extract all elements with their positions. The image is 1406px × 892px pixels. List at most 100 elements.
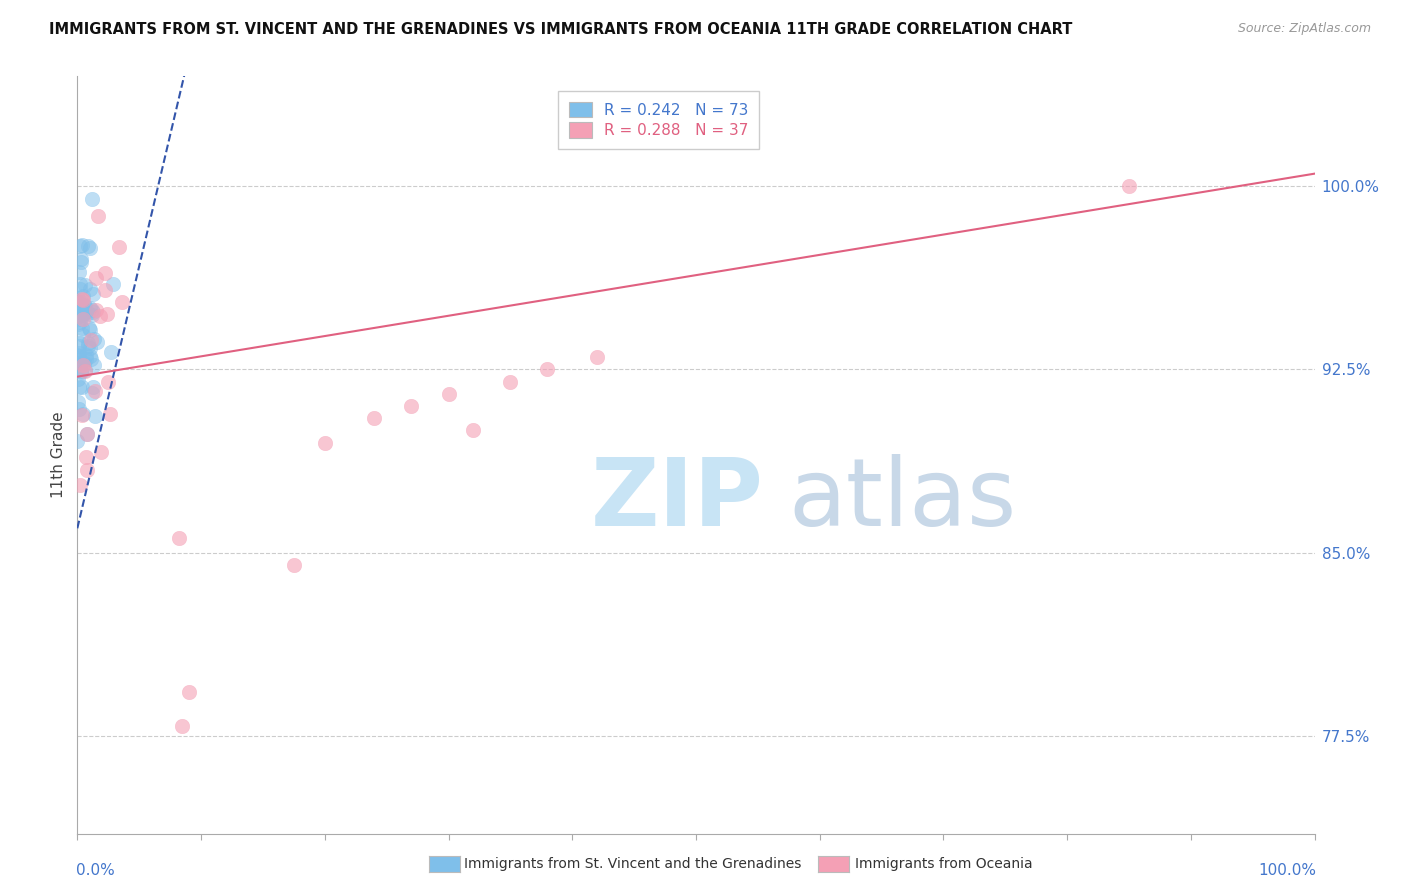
Point [101,277,124,292]
Point [75,450,97,465]
Point [66,291,89,305]
Point [69,282,91,296]
Point [94,266,117,280]
Point [108,240,131,254]
Point [586,350,609,364]
Point [84,270,107,285]
Point [70,255,93,269]
Point [72,407,94,421]
Point [86,334,108,349]
Point [73,364,96,378]
Point [75,299,97,313]
Point [76,427,98,442]
Point [70,380,93,394]
Point [98,408,121,422]
Text: 100.0%: 100.0% [1258,863,1316,879]
Point [79,301,101,315]
Point [70,364,93,378]
Point [75,363,97,377]
Point [73,355,96,369]
Point [67,265,90,279]
Point [67,346,90,360]
Point [167,531,190,545]
Point [70,409,93,423]
Point [82,286,104,301]
Text: ZIP: ZIP [591,454,763,547]
Point [69,359,91,373]
Text: Immigrants from St. Vincent and the Grenadines: Immigrants from St. Vincent and the Gren… [464,857,801,871]
Point [76,462,98,476]
Point [70,297,93,311]
Point [80,309,103,323]
Point [69,336,91,351]
Point [69,478,91,492]
Point [83,358,105,372]
Point [67,307,90,321]
Point [77,238,100,252]
Point [76,426,98,441]
Point [67,372,90,386]
Point [72,311,94,326]
Legend: R = 0.242   N = 73, R = 0.288   N = 37: R = 0.242 N = 73, R = 0.288 N = 37 [558,91,759,149]
Point [283,558,305,572]
Point [401,399,423,413]
Point [66,395,89,409]
Point [79,282,101,296]
Point [437,386,460,401]
Point [77,336,100,351]
Point [72,358,94,372]
Point [66,434,89,448]
Point [83,409,105,423]
Point [96,307,118,321]
Point [67,317,90,331]
Point [79,341,101,355]
Point [80,351,103,366]
Text: IMMIGRANTS FROM ST. VINCENT AND THE GRENADINES VS IMMIGRANTS FROM OCEANIA 11TH G: IMMIGRANTS FROM ST. VINCENT AND THE GREN… [49,22,1073,37]
Point [82,305,104,319]
Point [67,309,90,323]
Point [66,348,89,362]
Point [79,349,101,363]
Point [314,435,336,450]
Point [82,386,104,401]
Point [69,277,91,292]
Point [67,380,90,394]
Point [172,719,194,733]
Point [72,327,94,342]
Point [69,312,91,326]
Point [72,297,94,311]
Point [67,356,90,370]
Point [77,320,100,334]
Point [363,411,385,425]
Point [536,362,558,376]
Point [70,295,93,310]
Point [67,294,90,309]
Y-axis label: 11th Grade: 11th Grade [51,411,66,499]
Point [70,321,93,335]
Point [67,351,90,365]
Point [70,237,93,252]
Point [1118,178,1140,193]
Point [84,302,107,317]
Point [82,303,104,318]
Point [67,298,90,312]
Text: Source: ZipAtlas.com: Source: ZipAtlas.com [1237,22,1371,36]
Text: 0.0%: 0.0% [76,863,115,879]
Point [82,380,104,394]
Point [89,310,111,324]
Point [463,424,485,438]
Point [72,293,94,307]
Point [79,241,101,255]
Point [73,277,96,292]
Point [69,239,91,253]
Point [67,402,90,417]
Point [499,375,522,389]
Point [77,339,100,353]
Point [79,322,101,336]
Point [70,309,93,323]
Point [75,351,97,366]
Point [69,315,91,329]
Point [66,349,89,363]
Point [80,333,103,347]
Point [77,306,100,320]
